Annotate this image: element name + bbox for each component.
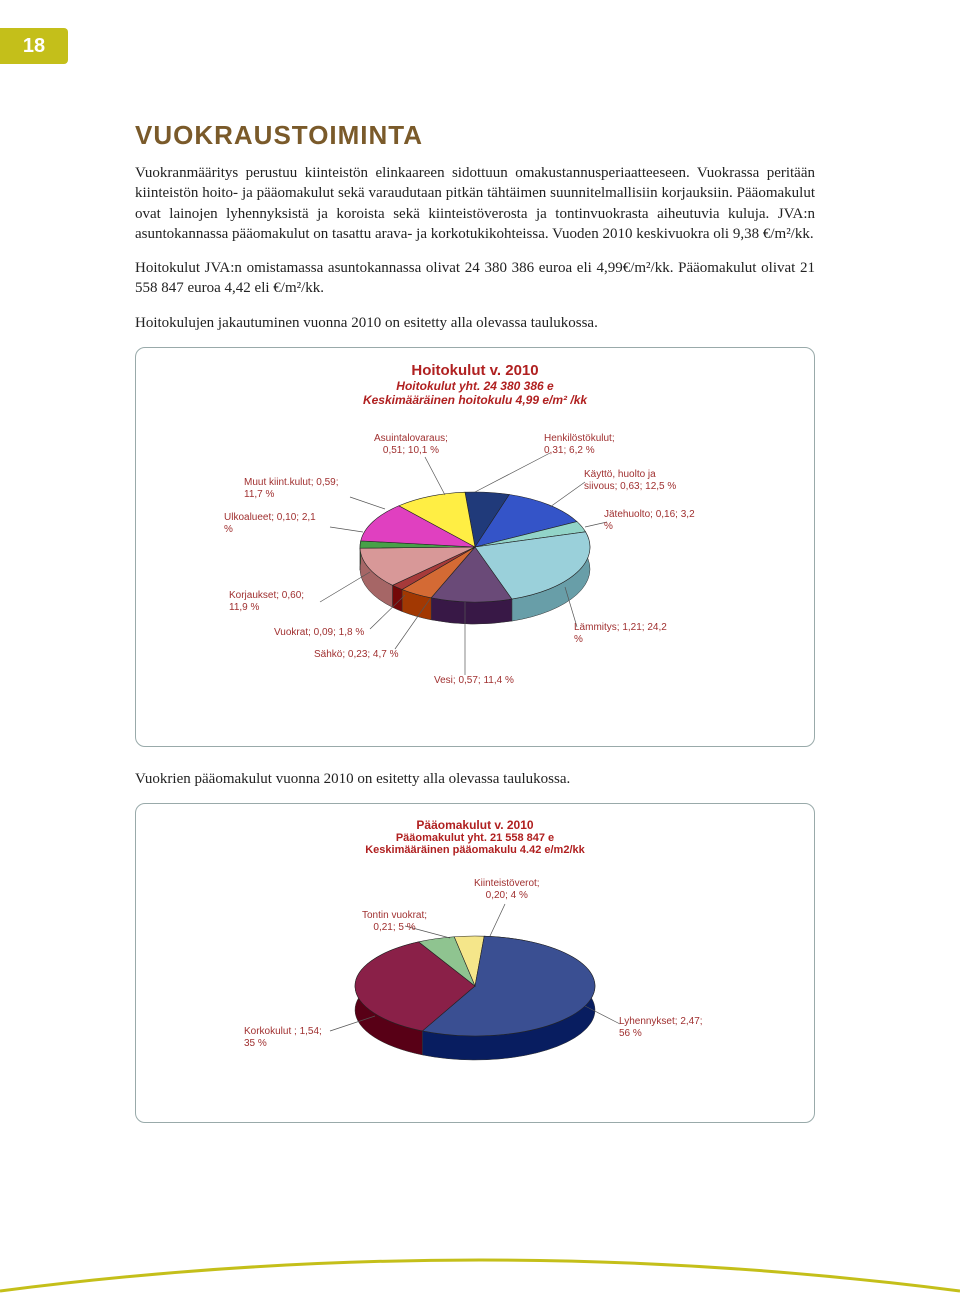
lbl2-korko-1: Korkokulut ; 1,54; bbox=[244, 1026, 322, 1037]
paragraph-3: Hoitokulujen jakautuminen vuonna 2010 on… bbox=[135, 313, 815, 333]
lbl-korjaukset: Korjaukset; 0,60; 11,9 % bbox=[229, 590, 304, 614]
footer-curve bbox=[0, 1223, 960, 1313]
page-number: 18 bbox=[23, 35, 45, 58]
lbl-vuokrat: Vuokrat; 0,09; 1,8 % bbox=[274, 627, 364, 639]
lbl-korjaukset-1: Korjaukset; 0,60; bbox=[229, 590, 304, 601]
lbl2-kiinteisto: Kiinteistöverot; 0,20; 4 % bbox=[474, 878, 540, 902]
page-content: VUOKRAUSTOIMINTA Vuokranmääritys perustu… bbox=[135, 120, 815, 1123]
chart-2-subtitle2: Keskimääräinen pääomakulu 4.42 e/m2/kk bbox=[144, 844, 806, 856]
lbl2-lyhenn-1: Lyhennykset; 2,47; bbox=[619, 1016, 703, 1027]
chart-1-title: Hoitokulut v. 2010 bbox=[144, 362, 806, 379]
lbl-muut: Muut kiint.kulut; 0,59; 11,7 % bbox=[244, 477, 339, 501]
chart-1-subtitle2: Keskimääräinen hoitokulu 4,99 e/m² /kk bbox=[144, 393, 806, 407]
chart-1-subtitle2-text: Keskimääräinen hoitokulu 4,99 e/m² /kk bbox=[363, 393, 587, 407]
pie-chart-2 bbox=[144, 876, 806, 1106]
lbl2-lyhenn: Lyhennykset; 2,47; 56 % bbox=[619, 1016, 703, 1040]
lbl-korjaukset-2: 11,9 % bbox=[229, 602, 259, 613]
lbl2-tontin-1: Tontin vuokrat; bbox=[362, 910, 427, 921]
lbl-sahko-1: Sähkö; 0,23; 4,7 % bbox=[314, 649, 399, 660]
lbl-muut-2: 11,7 % bbox=[244, 489, 274, 500]
lbl-kaytto-2: siivous; 0,63; 12,5 % bbox=[584, 481, 676, 492]
lbl2-korko: Korkokulut ; 1,54; 35 % bbox=[244, 1026, 322, 1050]
lbl-sahko: Sähkö; 0,23; 4,7 % bbox=[314, 649, 399, 661]
lbl2-lyhenn-2: 56 % bbox=[619, 1028, 642, 1039]
lbl2-tontin-2: 0,21; 5 % bbox=[373, 922, 415, 933]
lbl-kaytto: Käyttö, huolto ja siivous; 0,63; 12,5 % bbox=[584, 469, 676, 493]
lbl-jatehuolto-2: % bbox=[604, 521, 613, 532]
lbl-ulkoalueet-2: % bbox=[224, 524, 233, 535]
chart-2-area: Kiinteistöverot; 0,20; 4 % Tontin vuokra… bbox=[144, 876, 806, 1106]
lbl-ulkoalueet-1: Ulkoalueet; 0,10; 2,1 bbox=[224, 512, 316, 523]
lbl-lammitys-1: Lämmitys; 1,21; 24,2 bbox=[574, 622, 667, 633]
section-title: VUOKRAUSTOIMINTA bbox=[135, 120, 815, 151]
paragraph-4: Vuokrien pääomakulut vuonna 2010 on esit… bbox=[135, 769, 815, 789]
lbl-lammitys: Lämmitys; 1,21; 24,2 % bbox=[574, 622, 667, 646]
lbl2-korko-2: 35 % bbox=[244, 1038, 267, 1049]
chart-2-frame: Pääomakulut v. 2010 Pääomakulut yht. 21 … bbox=[135, 803, 815, 1123]
lbl-ulkoalueet: Ulkoalueet; 0,10; 2,1 % bbox=[224, 512, 316, 536]
page-number-tab: 18 bbox=[0, 28, 68, 64]
lbl2-kiinteisto-2: 0,20; 4 % bbox=[486, 890, 528, 901]
lbl-jatehuolto-1: Jätehuolto; 0,16; 3,2 bbox=[604, 509, 695, 520]
lbl2-tontin: Tontin vuokrat; 0,21; 5 % bbox=[362, 910, 427, 934]
chart-2-subtitle: Pääomakulut yht. 21 558 847 e bbox=[144, 832, 806, 844]
lbl-henkilosto: Henkilöstökulut; 0,31; 6,2 % bbox=[544, 433, 615, 457]
lbl-henkilosto-2: 0,31; 6,2 % bbox=[544, 445, 595, 456]
lbl-jatehuolto: Jätehuolto; 0,16; 3,2 % bbox=[604, 509, 695, 533]
paragraph-1: Vuokranmääritys perustuu kiinteistön eli… bbox=[135, 163, 815, 244]
lbl-asuintalo: Asuintalovaraus; 0,51; 10,1 % bbox=[374, 433, 448, 457]
paragraph-2: Hoitokulut JVA:n omistamassa asuntokanna… bbox=[135, 258, 815, 299]
lbl-kaytto-1: Käyttö, huolto ja bbox=[584, 469, 656, 480]
lbl2-kiinteisto-1: Kiinteistöverot; bbox=[474, 878, 540, 889]
lbl-vesi: Vesi; 0,57; 11,4 % bbox=[434, 675, 514, 687]
chart-1-subtitle: Hoitokulut yht. 24 380 386 e bbox=[144, 379, 806, 393]
lbl-muut-1: Muut kiint.kulut; 0,59; bbox=[244, 477, 339, 488]
chart-1-area: Asuintalovaraus; 0,51; 10,1 % Henkilöstö… bbox=[144, 427, 806, 727]
chart-1-frame: Hoitokulut v. 2010 Hoitokulut yht. 24 38… bbox=[135, 347, 815, 747]
lbl-asuintalo-1: Asuintalovaraus; bbox=[374, 433, 448, 444]
chart-2-title: Pääomakulut v. 2010 bbox=[144, 818, 806, 832]
lbl-vesi-1: Vesi; 0,57; 11,4 % bbox=[434, 675, 514, 686]
lbl-asuintalo-2: 0,51; 10,1 % bbox=[383, 445, 439, 456]
lbl-henkilosto-1: Henkilöstökulut; bbox=[544, 433, 615, 444]
lbl-lammitys-2: % bbox=[574, 634, 583, 645]
lbl-vuokrat-1: Vuokrat; 0,09; 1,8 % bbox=[274, 627, 364, 638]
